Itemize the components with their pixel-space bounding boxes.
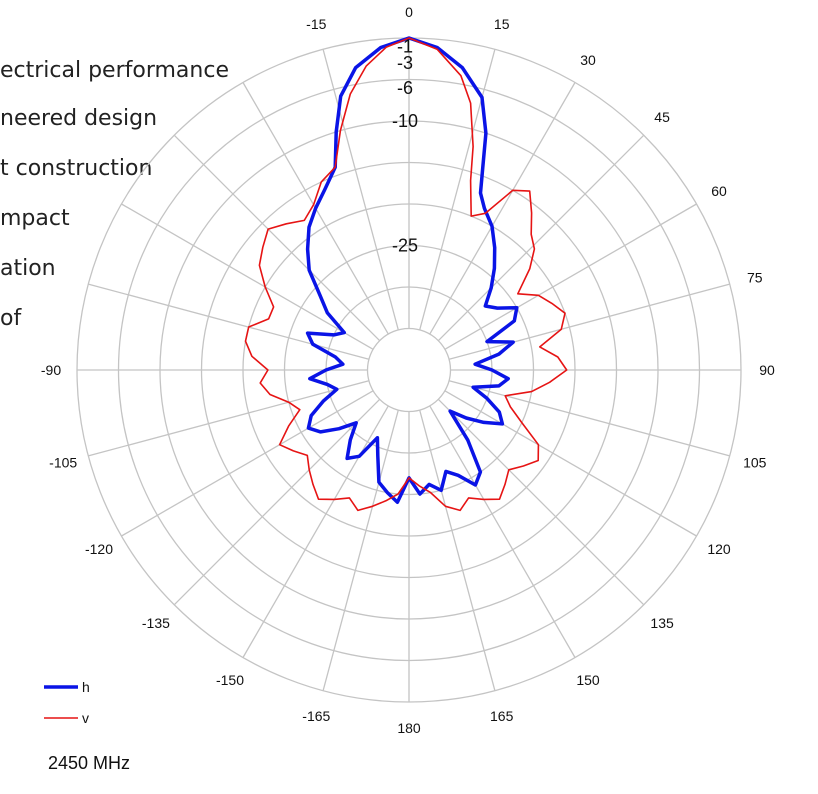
radial-tick-label: -1 <box>397 36 413 56</box>
grid-spoke <box>437 134 645 342</box>
radial-tick-label: -3 <box>397 53 413 73</box>
grid-spoke <box>429 82 576 335</box>
grid-spoke <box>322 49 399 331</box>
series-layer <box>244 36 568 512</box>
radial-tick-labels: -1-3 -6 -10 -25 <box>392 36 418 255</box>
grid-spoke <box>448 380 730 457</box>
radial-tick-label: -10 <box>392 111 418 131</box>
angle-tick-label: -90 <box>41 362 61 378</box>
grid-ring <box>366 327 452 413</box>
angle-tick-label: -165 <box>302 708 330 724</box>
series-v-line <box>244 37 568 512</box>
polar-grid <box>76 37 742 703</box>
angle-tick-label: -120 <box>85 541 113 557</box>
radial-tick-label: -25 <box>392 236 418 256</box>
angle-tick-label: 150 <box>576 672 600 688</box>
bg-text-line-1: ectrical performance <box>0 58 229 83</box>
angle-tick-label: 165 <box>490 708 514 724</box>
angle-tick-label: 90 <box>759 362 775 378</box>
angle-tick-label: 0 <box>405 4 413 20</box>
angle-tick-label: -135 <box>142 615 170 631</box>
grid-spoke <box>121 203 374 350</box>
grid-spoke <box>322 409 399 691</box>
angle-tick-label: 15 <box>494 16 510 32</box>
angle-tick-label: -15 <box>306 16 326 32</box>
grid-spoke <box>444 390 697 537</box>
grid-spoke <box>121 390 374 537</box>
grid-spoke <box>88 380 370 457</box>
angle-tick-label: 45 <box>654 109 670 125</box>
radial-tick-label: -6 <box>397 78 413 98</box>
angle-tick-label: 135 <box>650 615 674 631</box>
bg-text-line-4: mpact <box>0 206 70 231</box>
angle-tick-label: 180 <box>397 720 421 736</box>
bg-text-line-2: neered design <box>0 106 158 131</box>
bg-text-line-3: t construction <box>0 156 153 181</box>
legend: h v <box>44 679 90 726</box>
grid-spoke <box>173 134 381 342</box>
angle-tick-label: -150 <box>216 672 244 688</box>
grid-spoke <box>437 398 645 606</box>
frequency-label: 2450 MHz <box>48 753 130 773</box>
angle-tick-label: 105 <box>743 455 767 471</box>
grid-spoke <box>448 283 730 360</box>
legend-h-label: h <box>82 679 90 695</box>
angle-tick-label: 60 <box>711 183 727 199</box>
angle-tick-label: 30 <box>580 52 596 68</box>
grid-spoke <box>173 398 381 606</box>
angle-tick-label: 120 <box>707 541 731 557</box>
grid-spoke <box>429 405 576 658</box>
grid-spoke <box>444 203 697 350</box>
legend-v-label: v <box>82 710 89 726</box>
grid-spoke <box>419 409 496 691</box>
bg-text-line-5: ation <box>0 256 56 281</box>
angle-tick-label: 75 <box>747 269 763 285</box>
angle-tick-labels: 0 15 30 45 60 75 90 105 120 135 150 165 180 -165 -150 -… <box>41 4 775 736</box>
grid-spoke <box>419 49 496 331</box>
grid-spoke <box>242 405 389 658</box>
grid-spoke <box>88 283 370 360</box>
series-h-line <box>305 36 519 505</box>
bg-text-line-6: of <box>0 306 22 331</box>
angle-tick-label: -105 <box>49 455 77 471</box>
